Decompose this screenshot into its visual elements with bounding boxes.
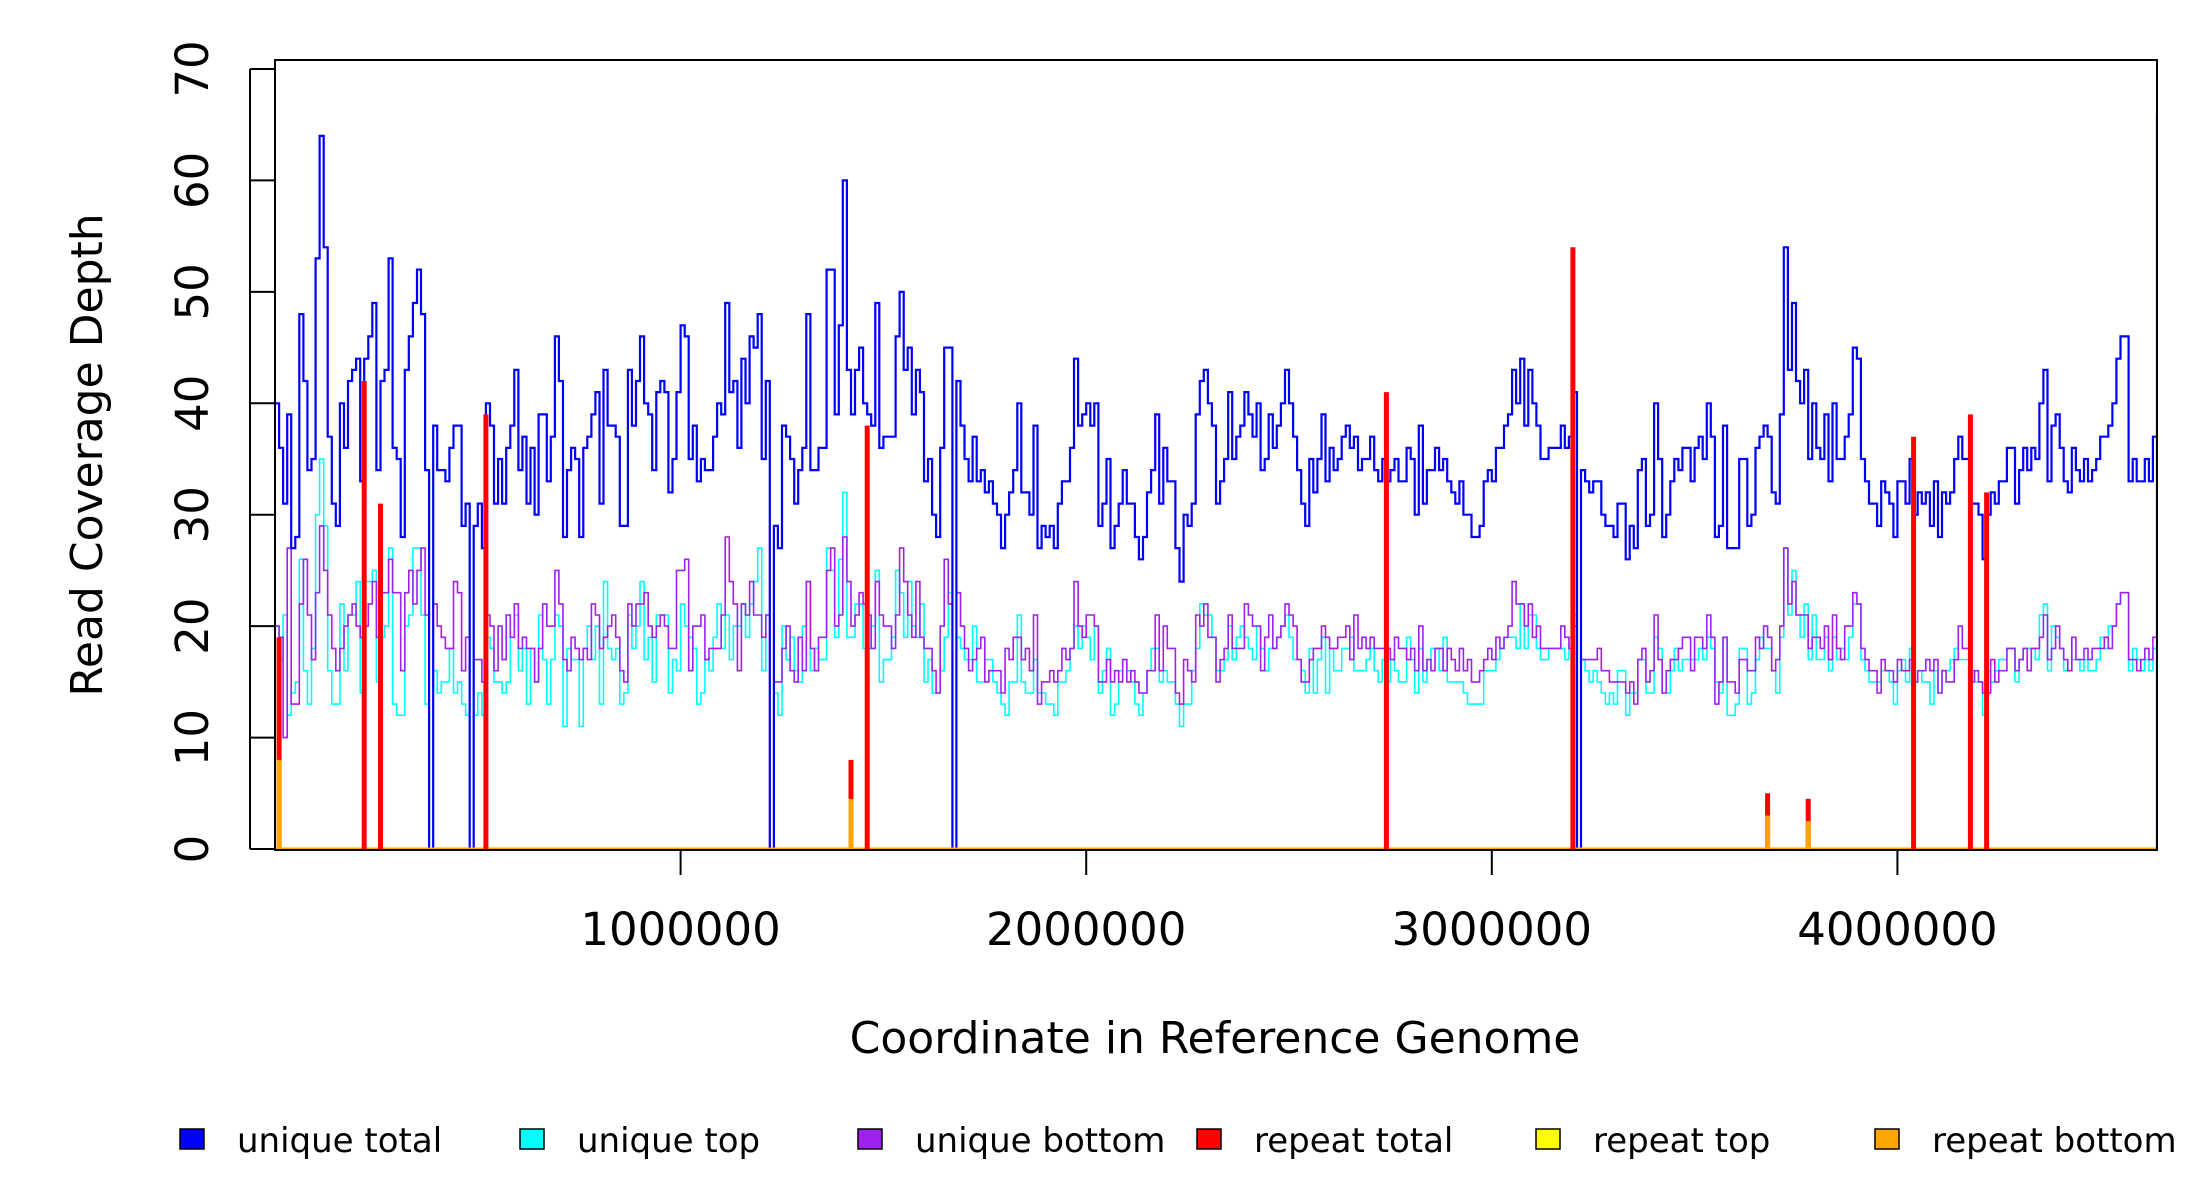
- y-tick-label-50: 50: [166, 263, 219, 320]
- x-tick-label-4000000: 4000000: [1797, 903, 1997, 956]
- series-unique-top: [275, 458, 2157, 850]
- legend-swatch-unique-total: [179, 1128, 205, 1150]
- x-tick-label-1000000: 1000000: [580, 903, 780, 956]
- legend-label-repeat-top: repeat top: [1593, 1121, 1770, 1161]
- y-tick-label-40: 40: [166, 375, 219, 432]
- legend-label-unique-top: unique top: [577, 1121, 760, 1161]
- x-tick-label-3000000: 3000000: [1392, 903, 1592, 956]
- y-tick-label-0: 0: [166, 835, 219, 864]
- legend-swatch-repeat-top: [1535, 1128, 1561, 1150]
- series-unique-bottom: [275, 481, 2157, 850]
- y-tick-label-10: 10: [166, 709, 219, 766]
- legend-label-repeat-total: repeat total: [1254, 1121, 1453, 1161]
- legend-swatch-unique-bottom: [857, 1128, 883, 1150]
- x-axis-label: Coordinate in Reference Genome: [850, 1013, 1581, 1064]
- y-axis-label: Read Coverage Depth: [62, 213, 113, 696]
- y-axis: 0 10 20 30 40 50 60 70: [166, 40, 275, 863]
- legend-label-unique-bottom: unique bottom: [915, 1121, 1165, 1161]
- legend-swatch-unique-top: [519, 1128, 545, 1150]
- y-tick-label-30: 30: [166, 486, 219, 543]
- y-tick-label-60: 60: [166, 152, 219, 209]
- series-unique-total: [275, 113, 2157, 850]
- x-axis: 1000000 2000000 3000000 4000000: [580, 849, 1998, 956]
- legend-label-repeat-bottom: repeat bottom: [1932, 1121, 2177, 1161]
- legend: unique total unique top unique bottom repea…: [179, 1121, 2177, 1161]
- y-tick-label-20: 20: [166, 598, 219, 655]
- y-tick-label-70: 70: [166, 40, 219, 97]
- legend-label-unique-total: unique total: [237, 1121, 442, 1161]
- legend-swatch-repeat-bottom: [1874, 1128, 1900, 1150]
- x-tick-label-2000000: 2000000: [986, 903, 1186, 956]
- legend-swatch-repeat-total: [1196, 1128, 1222, 1150]
